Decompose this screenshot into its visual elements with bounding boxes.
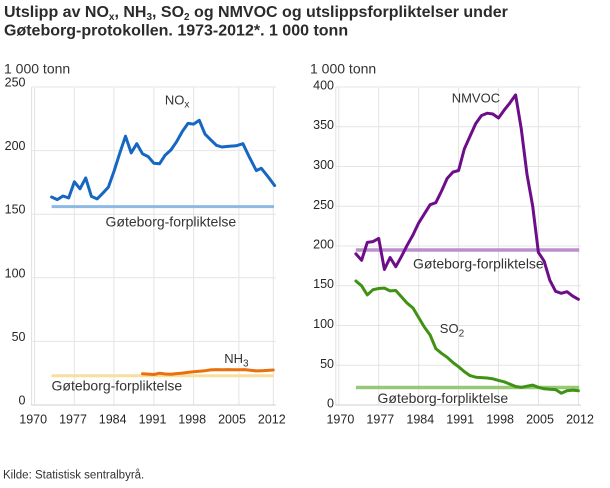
svg-text:0: 0	[19, 394, 26, 408]
svg-text:200: 200	[5, 139, 26, 153]
svg-text:1991: 1991	[446, 413, 474, 427]
svg-text:2012: 2012	[566, 413, 594, 427]
svg-text:Gøteborg-forpliktelse: Gøteborg-forpliktelse	[378, 390, 509, 406]
svg-text:2005: 2005	[526, 413, 554, 427]
svg-text:2012: 2012	[258, 413, 286, 427]
svg-text:1998: 1998	[486, 413, 514, 427]
svg-text:250: 250	[5, 76, 26, 90]
svg-text:NOx: NOx	[165, 93, 190, 111]
svg-text:Gøteborg-forpliktelse: Gøteborg-forpliktelse	[106, 214, 237, 230]
svg-text:1970: 1970	[326, 413, 354, 427]
svg-text:SO2: SO2	[440, 321, 465, 340]
svg-text:1970: 1970	[19, 413, 47, 427]
svg-text:100: 100	[313, 317, 334, 331]
svg-text:NH3: NH3	[224, 351, 249, 370]
svg-text:Gøteborg-protokollen. 1973-201: Gøteborg-protokollen. 1973-2012*. 1 000 …	[4, 23, 348, 40]
svg-text:100: 100	[5, 266, 26, 280]
svg-text:Utslipp av NOx, NH3, SO2 og NM: Utslipp av NOx, NH3, SO2 og NMVOC og uts…	[4, 4, 508, 23]
svg-text:150: 150	[5, 203, 26, 217]
svg-text:1984: 1984	[99, 413, 127, 427]
svg-text:1977: 1977	[366, 413, 394, 427]
svg-text:1991: 1991	[139, 413, 167, 427]
svg-text:250: 250	[313, 198, 334, 212]
svg-text:Kilde: Statistisk sentralbyrå.: Kilde: Statistisk sentralbyrå.	[3, 470, 144, 482]
svg-text:150: 150	[313, 277, 334, 291]
svg-text:300: 300	[313, 158, 334, 172]
svg-text:Gøteborg-forpliktelse: Gøteborg-forpliktelse	[52, 377, 183, 393]
svg-text:400: 400	[313, 79, 334, 93]
svg-text:Gøteborg-forpliktelse: Gøteborg-forpliktelse	[413, 256, 544, 272]
svg-text:1984: 1984	[406, 413, 434, 427]
svg-text:2005: 2005	[218, 413, 246, 427]
svg-text:1 000 tonn: 1 000 tonn	[4, 61, 70, 77]
svg-text:50: 50	[320, 357, 334, 371]
svg-text:350: 350	[313, 118, 334, 132]
svg-text:1977: 1977	[59, 413, 87, 427]
svg-text:200: 200	[313, 238, 334, 252]
svg-text:NMVOC: NMVOC	[452, 91, 500, 106]
svg-text:1998: 1998	[178, 413, 206, 427]
svg-text:0: 0	[327, 397, 334, 411]
svg-text:50: 50	[12, 330, 26, 344]
svg-text:1 000 tonn: 1 000 tonn	[310, 61, 376, 77]
